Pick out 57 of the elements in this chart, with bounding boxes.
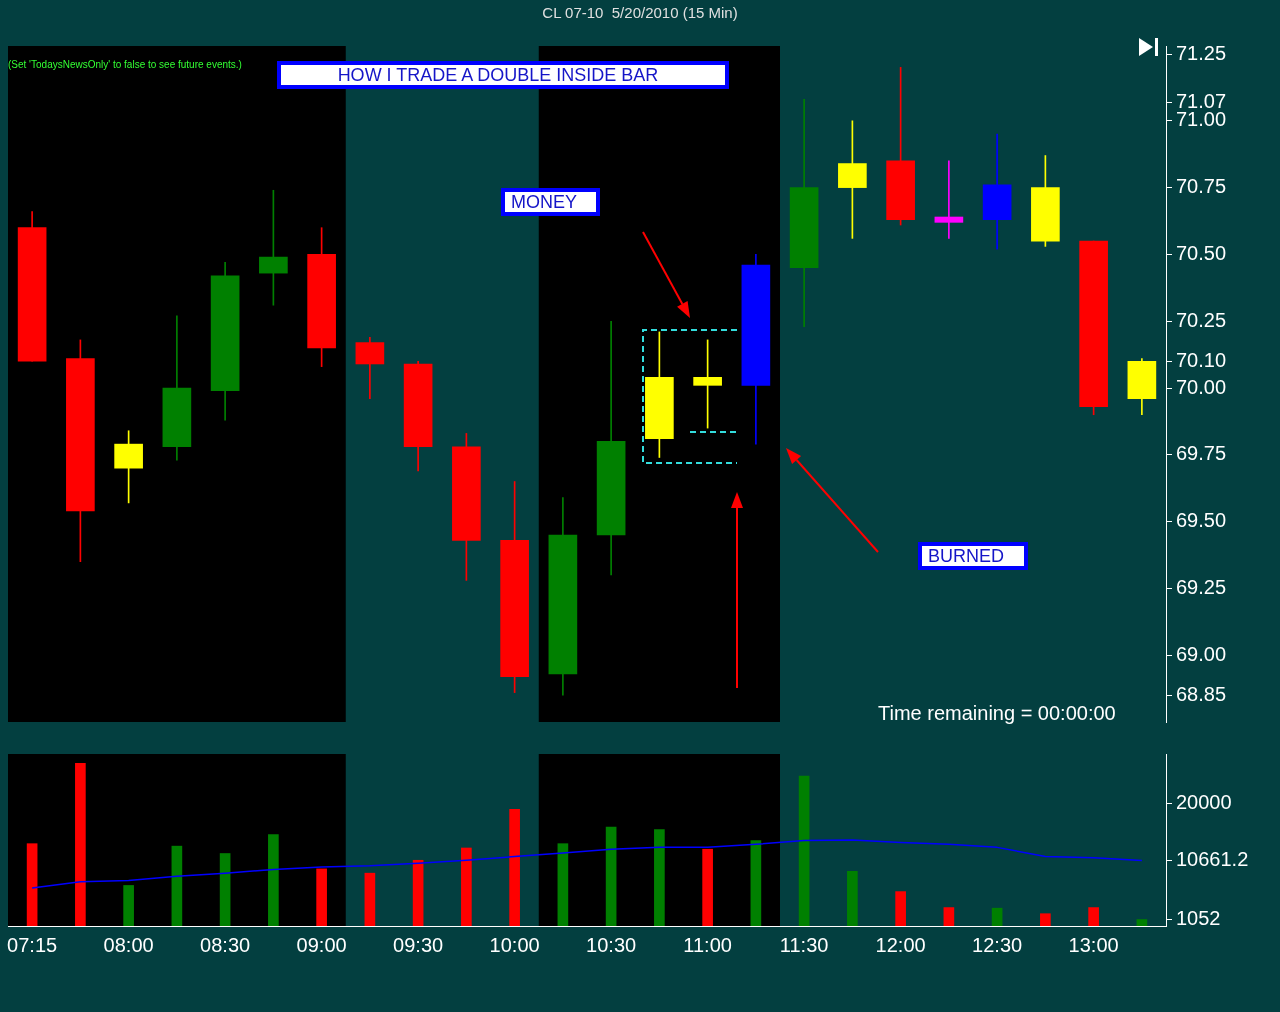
x-tick-label: 11:30 xyxy=(779,933,829,956)
bar xyxy=(75,762,86,926)
x-tick-label: 11:00 xyxy=(683,933,732,956)
y-tick-label: 70.25 xyxy=(1176,308,1227,331)
bar xyxy=(26,843,38,926)
annotation: HOW I TRADE A DOUBLE INSIDE BAR xyxy=(336,64,660,87)
x-tick-label: 08:00 xyxy=(103,933,154,956)
chart-title: CL 07-10 5/20/2010 (15 Min) xyxy=(541,4,739,21)
bar xyxy=(605,826,617,926)
bar xyxy=(171,845,183,926)
y-tick-label: 69.25 xyxy=(1176,575,1227,598)
x-tick-label: 12:30 xyxy=(972,933,1023,956)
y-tick-label: 70.00 xyxy=(1176,375,1227,398)
bar xyxy=(1088,907,1099,926)
bar xyxy=(943,907,955,926)
x-tick-label: 13:00 xyxy=(1068,933,1119,956)
y-tick-label: 20000 xyxy=(1176,790,1232,813)
x-tick-label: 09:00 xyxy=(296,933,347,956)
bar xyxy=(1040,913,1051,926)
bar xyxy=(557,843,569,926)
x-tick-label: 09:30 xyxy=(393,933,444,956)
x-tick-label: 10:30 xyxy=(586,933,637,956)
y-tick-label: 70.50 xyxy=(1176,241,1227,264)
bar xyxy=(412,859,424,926)
bar xyxy=(364,872,376,926)
bar xyxy=(847,871,858,926)
annotation: Time remaining = 00:00:00 xyxy=(878,702,1116,725)
bar xyxy=(798,775,810,926)
bar xyxy=(268,834,279,926)
y-tick-label: 70.75 xyxy=(1176,175,1227,198)
bar xyxy=(702,848,713,926)
annotation: MONEY xyxy=(510,191,578,214)
bar xyxy=(1136,919,1148,926)
y-tick-label: 70.10 xyxy=(1176,348,1227,371)
x-tick-label: 10:00 xyxy=(489,933,540,956)
bar xyxy=(316,868,327,926)
bar xyxy=(654,829,665,926)
bar xyxy=(750,840,762,926)
bar xyxy=(219,853,231,926)
candlestick xyxy=(934,160,964,239)
bar xyxy=(895,891,906,926)
bar xyxy=(991,907,1003,926)
annotation: (Set 'TodaysNewsOnly' to false to see future events.) xyxy=(8,59,242,70)
annotation: BURNED xyxy=(927,545,1005,568)
x-tick-label: 12:00 xyxy=(875,933,926,956)
bar xyxy=(509,808,520,926)
y-tick-label: 1052 xyxy=(1176,907,1221,930)
y-tick-label: 69.75 xyxy=(1176,442,1227,465)
x-tick-label: 08:30 xyxy=(200,933,251,956)
y-tick-label: 68.85 xyxy=(1176,682,1227,705)
x-tick-label: 07:15 xyxy=(7,933,58,956)
y-tick-label: 69.50 xyxy=(1176,509,1227,532)
y-tick-label: 10661.2 xyxy=(1176,848,1249,871)
y-tick-label: 71.25 xyxy=(1176,41,1227,64)
y-tick-label: 69.00 xyxy=(1176,642,1227,665)
bar xyxy=(461,847,472,926)
bar xyxy=(123,885,134,926)
